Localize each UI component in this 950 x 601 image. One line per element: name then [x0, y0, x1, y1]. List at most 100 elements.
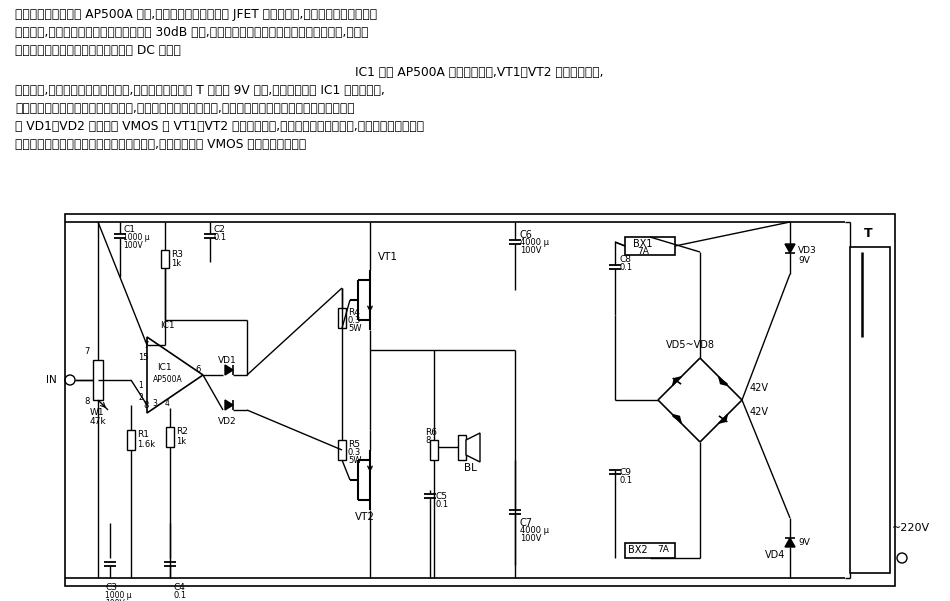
Text: 5W: 5W	[348, 456, 362, 465]
Text: 0.3: 0.3	[348, 316, 361, 325]
Bar	[127, 430, 135, 450]
Text: 47k: 47k	[90, 417, 106, 426]
Text: 1000 μ: 1000 μ	[123, 233, 150, 242]
Text: 0.3: 0.3	[348, 448, 361, 457]
Polygon shape	[785, 538, 795, 547]
Text: 4000 μ: 4000 μ	[520, 238, 549, 247]
Bar	[625, 543, 675, 558]
Text: 100V: 100V	[520, 534, 542, 543]
Polygon shape	[225, 400, 233, 410]
Text: VD5~VD8: VD5~VD8	[666, 340, 714, 350]
Text: VD4: VD4	[765, 550, 786, 560]
Text: 1.6k: 1.6k	[137, 440, 155, 449]
Text: R1: R1	[137, 430, 149, 439]
Text: 7: 7	[85, 347, 90, 356]
Text: ~220V: ~220V	[892, 523, 930, 533]
Polygon shape	[719, 415, 728, 423]
Text: 级输出的动态电压范围若高于后级动态范围,就会击穿后级 VMOS 管的栅极绝缘层。: 级输出的动态电压范围若高于后级动态范围,就会击穿后级 VMOS 管的栅极绝缘层。	[15, 138, 306, 151]
Bar	[458, 435, 466, 460]
Polygon shape	[673, 415, 681, 423]
Text: 本电路核心器件采用 AP500A 模块,该器件系高耐压高速双 JFET 输入放大器,内部具有微调输入失调: 本电路核心器件采用 AP500A 模块,该器件系高耐压高速双 JFET 输入放大…	[15, 8, 377, 21]
Polygon shape	[225, 365, 233, 375]
Text: 42V: 42V	[750, 383, 769, 393]
Text: 42V: 42V	[750, 407, 769, 417]
Text: 15: 15	[139, 353, 149, 361]
Bar	[93, 360, 103, 400]
Text: C4: C4	[173, 583, 185, 592]
Text: BX1: BX1	[633, 239, 653, 249]
Text: C6: C6	[520, 230, 533, 240]
Text: VD2: VD2	[218, 417, 237, 426]
Text: IC1: IC1	[160, 321, 175, 330]
Text: C1: C1	[123, 225, 135, 234]
Text: AP500A: AP500A	[153, 376, 182, 385]
Text: R4: R4	[348, 308, 360, 317]
Text: IN: IN	[47, 375, 57, 385]
Text: 7A: 7A	[657, 545, 669, 554]
Text: 1: 1	[139, 380, 143, 389]
Text: C5: C5	[435, 492, 447, 501]
Text: W1: W1	[90, 408, 104, 417]
Text: R3: R3	[171, 250, 183, 259]
Text: 2: 2	[139, 392, 143, 401]
Bar	[850, 247, 890, 573]
Text: 许外围元件即构成性能优异的宽频响 DC 功放。: 许外围元件即构成性能优异的宽频响 DC 功放。	[15, 44, 180, 57]
Text: 6: 6	[195, 365, 200, 374]
Bar	[430, 440, 438, 460]
Polygon shape	[785, 244, 795, 253]
Text: R2: R2	[176, 427, 188, 436]
Polygon shape	[466, 433, 480, 462]
Text: BL: BL	[464, 463, 477, 473]
Text: T: T	[864, 227, 872, 240]
Text: VD1: VD1	[218, 356, 237, 365]
Text: R6: R6	[425, 428, 437, 437]
Text: 100V: 100V	[123, 241, 142, 250]
Text: 1k: 1k	[171, 259, 181, 268]
Text: 这样做有利于提高本功放的信号线性,降低大动态输出时的失真,同时也可提高本电路的实际输出功率。图: 这样做有利于提高本功放的信号线性,降低大动态输出时的失真,同时也可提高本电路的实…	[15, 102, 354, 115]
Bar	[161, 250, 169, 268]
Text: 0.1: 0.1	[619, 476, 632, 485]
Text: 8: 8	[85, 397, 90, 406]
Text: 100V: 100V	[105, 599, 124, 601]
Text: 9V: 9V	[798, 538, 809, 547]
Bar	[166, 427, 174, 447]
Text: VD3: VD3	[798, 246, 817, 255]
Text: 4000 μ: 4000 μ	[520, 526, 549, 535]
Text: VT1: VT1	[378, 252, 398, 262]
Bar	[338, 308, 346, 328]
Text: 7A: 7A	[637, 247, 649, 256]
Text: C7: C7	[520, 518, 533, 528]
Bar	[625, 237, 675, 255]
Bar	[338, 440, 346, 460]
Text: 1k: 1k	[176, 437, 186, 446]
Text: BX2: BX2	[628, 545, 648, 555]
Text: 中 VD1、VD2 用于保护 VMOS 管 VT1、VT2 的栅极绝缘层,因为采用高、低压供电,在大动态工作时、前: 中 VD1、VD2 用于保护 VMOS 管 VT1、VT2 的栅极绝缘层,因为采…	[15, 120, 424, 133]
Text: C9: C9	[619, 468, 631, 477]
Text: C2: C2	[213, 225, 225, 234]
Text: 0.1: 0.1	[435, 500, 448, 509]
Text: R5: R5	[348, 440, 360, 449]
Text: 9V: 9V	[798, 256, 809, 265]
Text: VT2: VT2	[355, 512, 375, 522]
Text: 3: 3	[152, 398, 157, 407]
Text: 8: 8	[425, 436, 430, 445]
Text: 0.1: 0.1	[173, 591, 186, 600]
Text: 0.1: 0.1	[619, 263, 632, 272]
Text: IC1: IC1	[157, 362, 172, 371]
Text: 4: 4	[165, 398, 170, 407]
Text: IC1 选用 AP500A 作电压放大级,VT1、VT2 作电流放大级,: IC1 选用 AP500A 作电压放大级,VT1、VT2 作电流放大级,	[355, 66, 603, 79]
Polygon shape	[147, 337, 203, 413]
Polygon shape	[673, 377, 681, 385]
Polygon shape	[719, 377, 728, 385]
Text: 7: 7	[143, 341, 149, 350]
Text: C8: C8	[619, 255, 631, 264]
Text: 1000 μ: 1000 μ	[105, 591, 132, 600]
Text: 8: 8	[143, 400, 149, 409]
Text: 0.1: 0.1	[213, 233, 226, 242]
Text: 100V: 100V	[520, 246, 542, 255]
Text: 5W: 5W	[348, 324, 362, 333]
Text: 电压结构,闭环工作时具有自动调零功能及 30dB 增益,同时具有很小的失真度和很宽的电压频响,配以少: 电压结构,闭环工作时具有自动调零功能及 30dB 增益,同时具有很小的失真度和很…	[15, 26, 369, 39]
Text: 电路简单,前后两级放大器相辅相成,缺一不可。变压器 T 中的双 9V 绕组,用来提高前级 IC1 的工作电压,: 电路简单,前后两级放大器相辅相成,缺一不可。变压器 T 中的双 9V 绕组,用来…	[15, 84, 385, 97]
Bar	[65, 214, 895, 586]
Text: C3: C3	[105, 583, 117, 592]
